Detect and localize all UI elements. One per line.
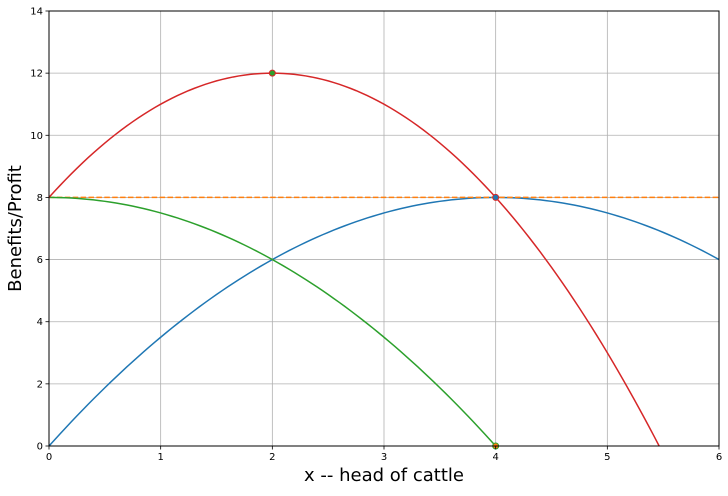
y-tick-label: 14 [30, 7, 43, 18]
data-point-marker [492, 193, 500, 201]
x-tick-label: 6 [716, 452, 722, 463]
series-line-3 [48, 196, 497, 447]
data-point-marker [268, 69, 276, 77]
x-tick-label: 3 [381, 452, 387, 463]
y-tick-label: 6 [37, 255, 43, 266]
series-line-4 [48, 72, 660, 447]
y-tick-label: 8 [37, 193, 43, 204]
y-tick-label: 12 [30, 69, 43, 80]
x-tick-label: 1 [157, 452, 163, 463]
marker-layer [268, 69, 500, 450]
x-tick-label: 0 [46, 452, 52, 463]
y-axis-title: Benefits/Profit [5, 165, 26, 292]
y-tick-label: 0 [37, 442, 43, 453]
x-axis-title: x -- head of cattle [304, 465, 464, 486]
x-tick-label: 5 [604, 452, 610, 463]
series-layer [48, 72, 720, 447]
x-tick-label: 4 [492, 452, 498, 463]
y-tick-label: 4 [37, 317, 43, 328]
grid [48, 10, 720, 447]
y-tick-label: 10 [30, 131, 43, 142]
y-tick-label: 2 [37, 379, 43, 390]
series-line-1 [48, 196, 720, 447]
x-tick-label: 2 [269, 452, 275, 463]
